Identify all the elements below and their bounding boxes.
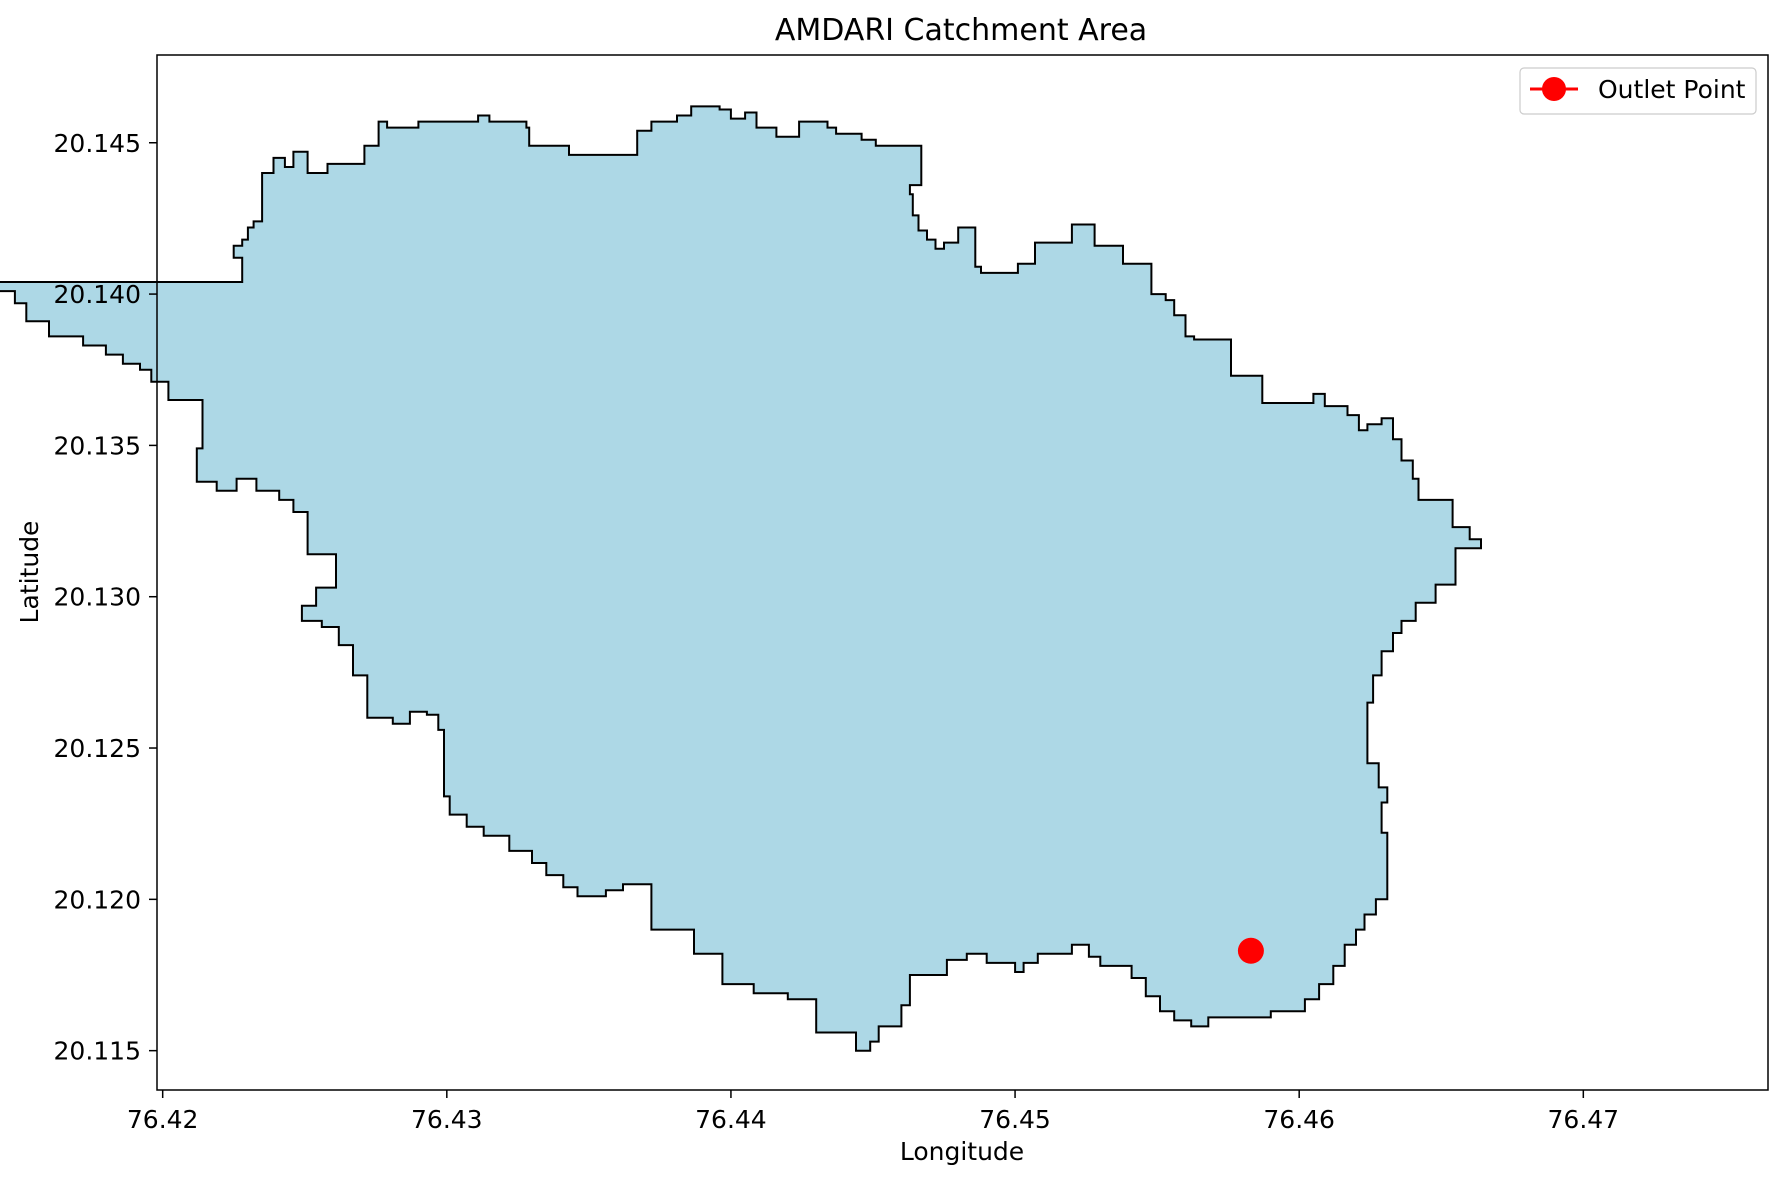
x-axis-ticks: 76.42 76.43 76.44 76.45 76.46 76.47 xyxy=(127,1090,1619,1134)
x-axis-label: Longitude xyxy=(900,1137,1024,1166)
y-axis-ticks: 20.115 20.120 20.125 20.130 20.135 20.140 20.1… xyxy=(54,129,157,1066)
outlet-point-marker xyxy=(1237,937,1264,964)
legend: Outlet Point xyxy=(1519,67,1757,115)
x-tick-label: 76.42 xyxy=(127,1105,199,1134)
y-tick-label: 20.130 xyxy=(54,583,141,612)
catchment-area-polygon xyxy=(0,105,1482,1052)
y-tick-label: 20.145 xyxy=(54,129,141,158)
x-tick-label: 76.46 xyxy=(1263,1105,1335,1134)
legend-box xyxy=(1519,67,1757,115)
legend-marker-icon xyxy=(1542,77,1566,101)
plot-title: AMDARI Catchment Area xyxy=(775,13,1147,48)
x-tick-label: 76.47 xyxy=(1548,1105,1620,1134)
axes-frame xyxy=(156,54,1769,1091)
y-tick-label: 20.120 xyxy=(54,885,141,914)
y-axis-label: Latitude xyxy=(15,521,44,624)
x-tick-label: 76.43 xyxy=(411,1105,483,1134)
x-tick-label: 76.44 xyxy=(695,1105,767,1134)
y-tick-label: 20.140 xyxy=(54,280,141,309)
y-tick-label: 20.125 xyxy=(54,734,141,763)
x-tick-label: 76.45 xyxy=(979,1105,1051,1134)
y-tick-label: 20.135 xyxy=(54,431,141,460)
plot-area xyxy=(0,105,1482,1052)
legend-label: Outlet Point xyxy=(1598,75,1746,104)
y-tick-label: 20.115 xyxy=(54,1037,141,1066)
